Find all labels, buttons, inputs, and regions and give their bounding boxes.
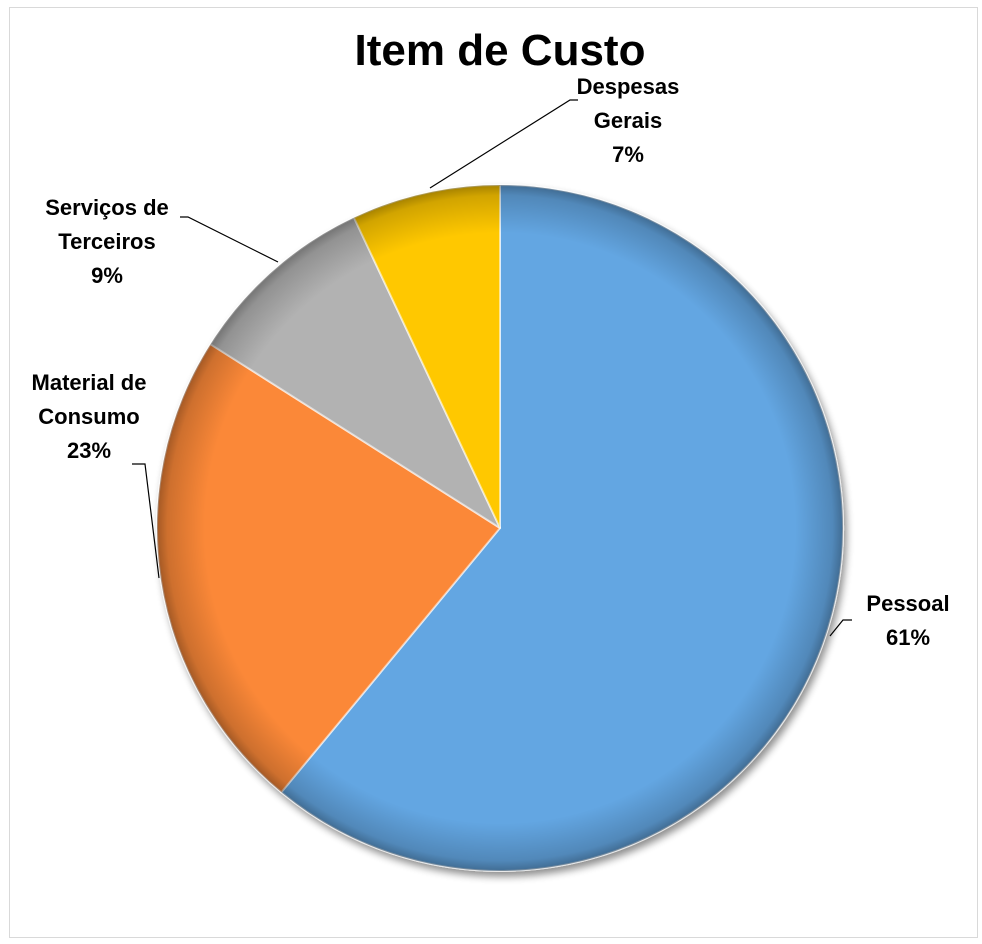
data-label-percent: 61%: [886, 625, 930, 650]
pie-slices: [156, 184, 844, 872]
leader-line-3: [429, 99, 578, 189]
data-label-0: Pessoal 61%: [866, 591, 949, 650]
chart-title: Item de Custo: [355, 26, 646, 75]
leader-lines: [132, 99, 852, 637]
data-label-name: Terceiros: [58, 229, 155, 254]
data-label-name: Gerais: [594, 108, 663, 133]
data-label-name: Consumo: [38, 404, 139, 429]
data-label-name: Serviços de: [45, 195, 169, 220]
data-label-name: Material de: [32, 370, 147, 395]
data-label-name: Despesas: [577, 74, 680, 99]
data-label-percent: 23%: [67, 438, 111, 463]
leader-line-1: [132, 463, 160, 579]
data-label-3: Despesas Gerais 7%: [577, 74, 680, 167]
data-label-2: Serviços de Terceiros 9%: [45, 195, 169, 288]
leader-line-2: [180, 216, 279, 263]
data-labels: Pessoal 61% Material de Consumo 23% Serviços …: [32, 74, 950, 650]
data-label-percent: 9%: [91, 263, 123, 288]
data-label-name: Pessoal: [866, 591, 949, 616]
leader-line-0: [829, 619, 852, 637]
data-label-1: Material de Consumo 23%: [32, 370, 147, 463]
data-label-percent: 7%: [612, 142, 644, 167]
